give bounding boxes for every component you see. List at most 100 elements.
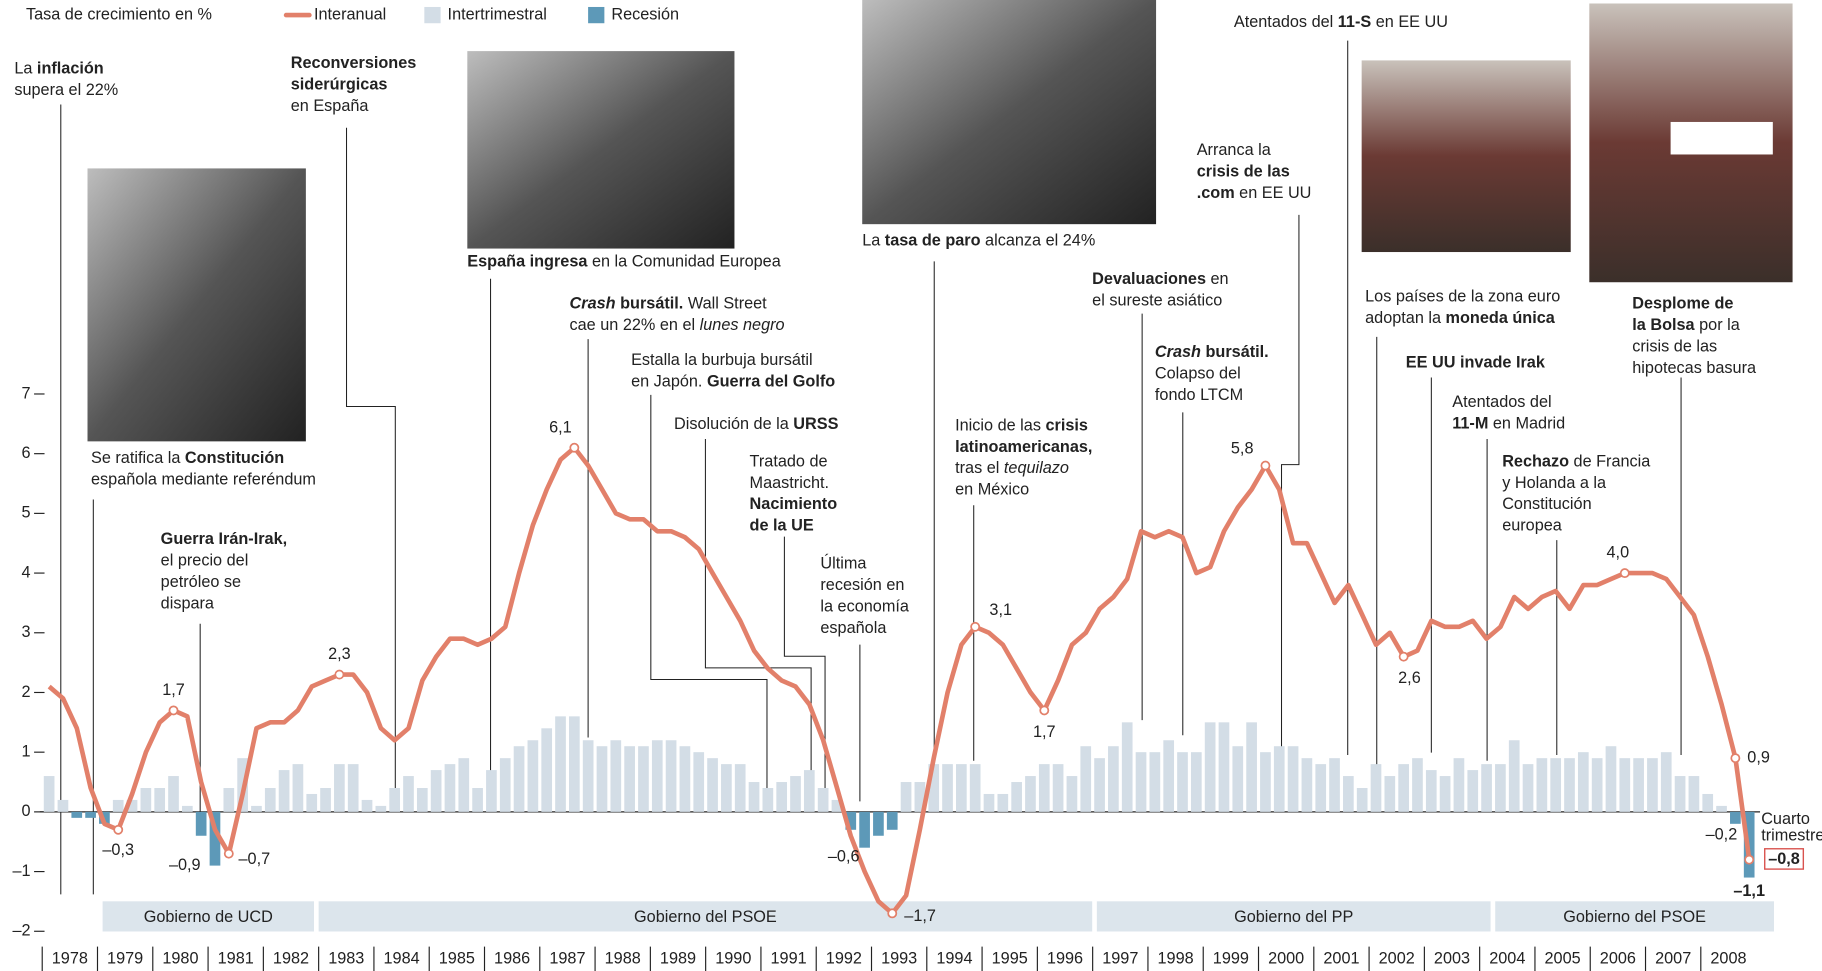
annotation-run: Nacimiento xyxy=(750,496,838,514)
bar xyxy=(1730,812,1741,824)
y-tick-label: –1 xyxy=(13,862,31,880)
annotation: Tratado de xyxy=(750,453,828,471)
annotation-run: tasa de paro xyxy=(885,232,981,250)
annotation-run: Maastricht. xyxy=(750,474,829,492)
x-tick-label: 1994 xyxy=(936,950,972,968)
bar xyxy=(44,776,55,812)
annotation-run: Desplome de xyxy=(1632,295,1733,313)
annotation-run: en EE UU xyxy=(1371,14,1448,32)
annotation: Atentados del 11-S en EE UU xyxy=(1234,14,1448,32)
annotation-run: moneda única xyxy=(1446,309,1556,327)
bar xyxy=(901,782,912,812)
bar xyxy=(265,788,276,812)
annotation-run: en EE UU xyxy=(1235,184,1312,202)
data-label: –0,2 xyxy=(1706,826,1738,844)
bar xyxy=(1578,752,1589,812)
annotation-run: en México xyxy=(955,481,1029,499)
annotation-run: en la Comunidad Europea xyxy=(587,253,781,271)
bar xyxy=(403,776,414,812)
annotation: 11-M en Madrid xyxy=(1452,415,1565,433)
annotation: fondo LTCM xyxy=(1155,386,1243,404)
photo-referendum xyxy=(88,168,306,441)
annotation-run: .com xyxy=(1197,184,1235,202)
y-tick-label: 1 xyxy=(22,742,31,760)
annotation: tras el tequilazo xyxy=(955,460,1069,478)
point-marker xyxy=(169,706,177,714)
legend-label: Intertrimestral xyxy=(448,5,547,23)
annotation: siderúrgicas xyxy=(291,76,388,94)
bar xyxy=(1606,746,1617,812)
bar xyxy=(1371,764,1382,812)
bar xyxy=(555,716,566,812)
bar xyxy=(887,812,898,830)
bar xyxy=(1094,758,1105,812)
point-marker xyxy=(114,826,122,834)
annotation-run: URSS xyxy=(793,415,838,433)
annotation: Constitución xyxy=(1502,496,1591,514)
bar xyxy=(1163,740,1174,812)
x-tick-label: 2004 xyxy=(1489,950,1525,968)
bar xyxy=(652,740,663,812)
annotation: adoptan la moneda única xyxy=(1365,309,1556,327)
annotation: trimestre xyxy=(1761,827,1822,845)
bar xyxy=(306,794,317,812)
bar xyxy=(85,812,96,818)
annotation-run: Colapso del xyxy=(1155,365,1241,383)
x-tick-label: 1988 xyxy=(605,950,641,968)
annotation-run: la economía xyxy=(820,598,909,616)
bar xyxy=(458,758,469,812)
bar xyxy=(417,788,428,812)
bar xyxy=(223,788,234,812)
annotation: el precio del xyxy=(161,552,249,570)
bar xyxy=(666,740,677,812)
annotation-run: tras el xyxy=(955,460,1004,478)
annotation-run: alcanza el 24% xyxy=(981,232,1096,250)
annotation-run: Constitución xyxy=(185,449,284,467)
annotation: petróleo se xyxy=(161,573,241,591)
bar xyxy=(970,764,981,812)
annotation: la economía xyxy=(820,598,909,616)
x-tick-label: 1991 xyxy=(771,950,807,968)
x-tick-label: 2003 xyxy=(1434,950,1470,968)
y-tick-label: 7 xyxy=(22,384,31,402)
annotation-run: en Madrid xyxy=(1488,415,1565,433)
annotation: Crash bursátil. xyxy=(1155,343,1269,361)
x-tick-label: 1989 xyxy=(660,950,696,968)
bar xyxy=(168,776,179,812)
annotation: Maastricht. xyxy=(750,474,829,492)
data-label: 1,7 xyxy=(162,681,185,699)
annotation-run: Devaluaciones xyxy=(1092,270,1206,288)
bar xyxy=(514,746,525,812)
data-label: 6,1 xyxy=(549,418,572,436)
legend-label: Recesión xyxy=(611,5,679,23)
bar xyxy=(1481,764,1492,812)
bar xyxy=(113,800,124,812)
leader-line xyxy=(705,439,811,801)
bar xyxy=(1343,776,1354,812)
period-label: Gobierno de UCD xyxy=(144,908,273,926)
annotation: en Japón. Guerra del Golfo xyxy=(631,373,835,391)
annotation: la Bolsa por la xyxy=(1632,316,1740,334)
x-tick-label: 1997 xyxy=(1102,950,1138,968)
annotation-run: Wall Street xyxy=(683,295,767,313)
bar xyxy=(1039,764,1050,812)
x-tick-label: 1990 xyxy=(715,950,751,968)
data-label: 2,6 xyxy=(1398,669,1421,687)
x-tick-label: 1980 xyxy=(162,950,198,968)
annotation: Colapso del xyxy=(1155,365,1241,383)
bar xyxy=(624,746,635,812)
bar xyxy=(693,752,704,812)
annotation: en México xyxy=(955,481,1029,499)
annotation: Disolución de la URSS xyxy=(674,415,839,433)
annotation: Los países de la zona euro xyxy=(1365,288,1560,306)
bar xyxy=(680,746,691,812)
annotation-run: Constitución xyxy=(1502,496,1591,514)
annotation: España ingresa en la Comunidad Europea xyxy=(467,253,781,271)
bar xyxy=(1136,752,1147,812)
annotation-run: europea xyxy=(1502,517,1563,535)
y-tick-label: 3 xyxy=(22,623,31,641)
y-tick-label: 2 xyxy=(22,683,31,701)
x-tick-label: 1987 xyxy=(549,950,585,968)
bar xyxy=(1689,776,1700,812)
point-marker xyxy=(1040,706,1048,714)
